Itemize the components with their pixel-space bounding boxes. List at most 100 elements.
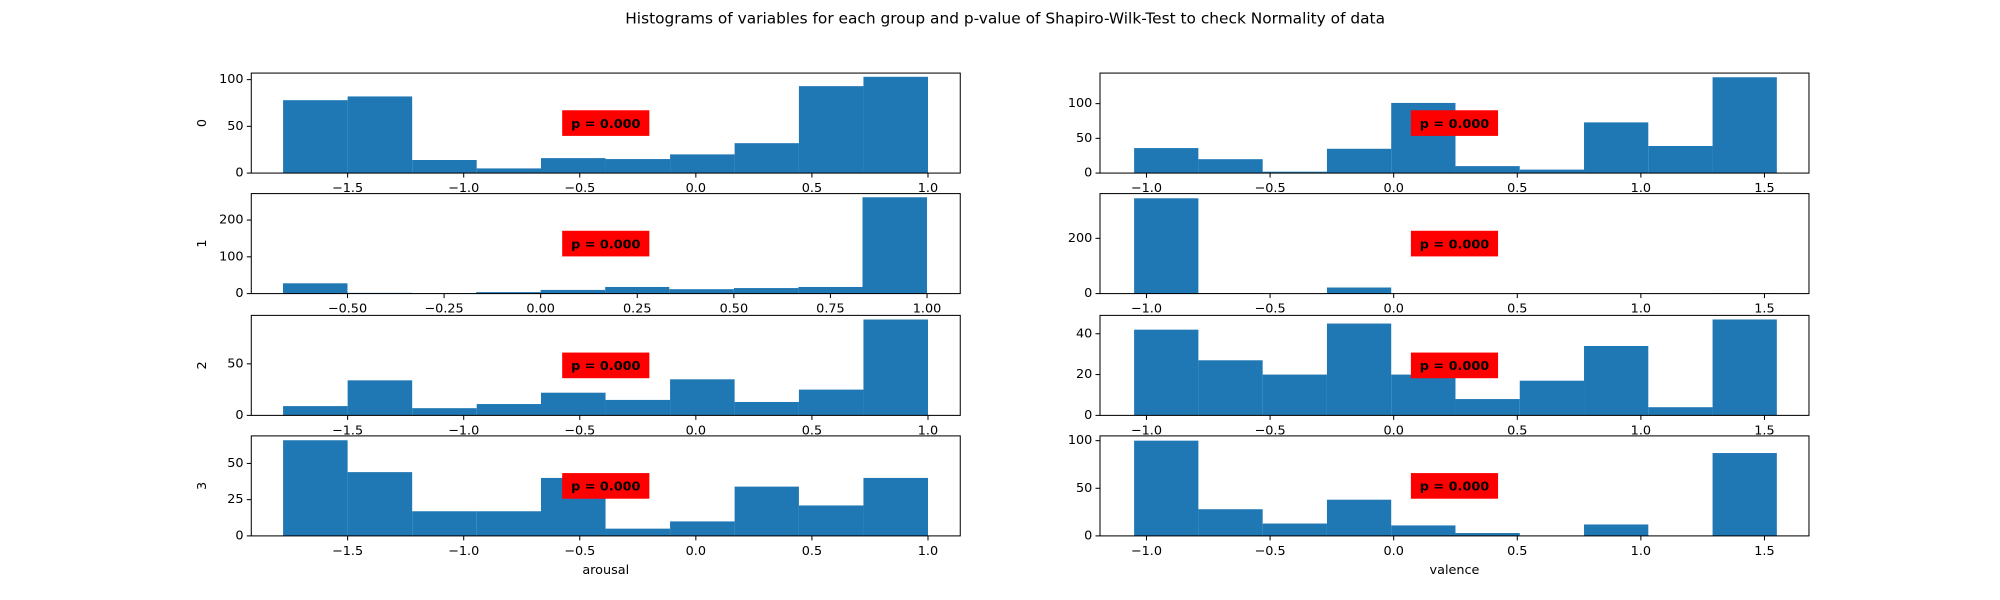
bar (863, 319, 928, 416)
bar (1712, 453, 1777, 536)
x-tick-label: 1.0 (918, 423, 938, 438)
axes-frame (250, 314, 961, 416)
annotation-box (562, 352, 650, 379)
x-tick-label: 1.0 (918, 181, 938, 196)
bar (283, 406, 348, 416)
x-axis-label: arousal (582, 563, 629, 578)
bar (798, 286, 863, 294)
x-tick-label: 1.5 (1754, 301, 1774, 316)
axes-frame (250, 435, 961, 537)
bar (1134, 198, 1199, 294)
x-axis-label: valence (1430, 563, 1480, 578)
bar (476, 292, 541, 294)
bar (1519, 169, 1585, 174)
bar (605, 399, 671, 416)
bar (347, 380, 413, 416)
subplot: −1.0 −0.5 0.0 0.5 1.0 1.5 0 50 100 p = 0.000 (1068, 72, 1810, 196)
bar (1584, 122, 1649, 174)
subplot: −1.5 −1.0 −0.5 0.0 0.5 1.0 0 50 100 0 p = 0.000 (195, 72, 961, 196)
y-tick-label: 50 (227, 356, 243, 371)
bar (734, 486, 799, 536)
x-tick-label: −0.50 (328, 301, 367, 316)
annotation-box (562, 110, 650, 136)
bar (605, 159, 671, 174)
x-tick-label: 0.5 (1507, 544, 1527, 559)
bar (670, 521, 735, 536)
annotation: p = 0.000 (1420, 237, 1489, 252)
bar (1455, 399, 1520, 416)
bar (283, 440, 348, 536)
y-tick-label: 100 (219, 249, 243, 264)
bar (1198, 360, 1263, 416)
bar (1198, 159, 1263, 174)
bar (863, 76, 928, 174)
x-tick-label: −0.5 (564, 423, 595, 438)
bar (862, 197, 928, 294)
y-tick-label: 50 (227, 119, 243, 134)
bar (283, 100, 348, 174)
bar (798, 389, 864, 416)
x-tick-label: 0.00 (526, 301, 555, 316)
subplot: −1.0 −0.5 0.0 0.5 1.0 1.5 0 200 p = 0.000 (1068, 193, 1810, 316)
bar (1584, 345, 1649, 416)
bar (669, 289, 734, 294)
annotation: p = 0.000 (571, 359, 640, 374)
bar (670, 379, 735, 416)
bar (282, 283, 348, 294)
annotation-box (1410, 230, 1499, 257)
bar (605, 286, 670, 294)
bar (476, 168, 542, 174)
bar (605, 528, 671, 536)
x-tick-label: −1.5 (332, 181, 363, 196)
x-tick-label: 0.0 (686, 544, 706, 559)
bar (1455, 533, 1520, 536)
x-tick-label: 0.0 (1383, 423, 1403, 438)
axes-frame (1099, 314, 1810, 416)
bar (476, 511, 542, 536)
annotation: p = 0.000 (1420, 117, 1489, 132)
x-tick-label: 0.0 (1383, 301, 1403, 316)
bar (541, 392, 606, 416)
x-tick-label: 1.0 (918, 544, 938, 559)
bar (476, 404, 542, 416)
x-tick-label: 1.0 (1631, 423, 1651, 438)
y-tick-label: 0 (235, 286, 243, 301)
bar (1326, 499, 1392, 536)
annotation-box (1410, 473, 1499, 499)
x-tick-label: −1.0 (448, 544, 479, 559)
bar (1326, 148, 1392, 174)
annotation-box (1410, 110, 1499, 136)
axes-frame (250, 193, 961, 295)
x-tick-label: −0.5 (564, 544, 595, 559)
bar (1134, 148, 1199, 174)
bar (798, 86, 864, 174)
axes-frame (1099, 72, 1810, 174)
x-tick-label: −0.5 (564, 181, 595, 196)
subplot: −1.5 −1.0 −0.5 0.0 0.5 1.0 0 50 2 p = 0.000 (195, 314, 961, 438)
x-tick-label: 1.0 (1631, 301, 1651, 316)
bar (1262, 171, 1327, 174)
y-tick-label: 40 (1076, 326, 1092, 341)
x-tick-label: 1.5 (1754, 544, 1774, 559)
bar (1134, 329, 1199, 416)
subplot: −1.0 −0.5 0.0 0.5 1.0 1.5 0 50 100 valence p = 0.0… (1068, 433, 1810, 578)
bar (1134, 440, 1199, 536)
bar (1326, 287, 1392, 294)
x-tick-label: 0.5 (1507, 301, 1527, 316)
bar (1455, 166, 1520, 174)
y-tick-label: 0 (235, 166, 243, 181)
y-axis-label: 3 (195, 482, 210, 490)
x-tick-label: 0.5 (1507, 423, 1527, 438)
bar (733, 288, 799, 294)
annotation-box (562, 473, 650, 499)
y-tick-label: 100 (219, 72, 243, 87)
x-tick-label: 1.0 (1631, 181, 1651, 196)
x-tick-label: 0.5 (802, 423, 822, 438)
y-tick-label: 0 (235, 528, 243, 543)
bar (1262, 374, 1327, 416)
x-tick-label: 0.5 (1507, 181, 1527, 196)
x-tick-label: 0.0 (686, 423, 706, 438)
x-tick-label: −1.0 (1131, 181, 1162, 196)
x-tick-label: −1.5 (332, 423, 363, 438)
